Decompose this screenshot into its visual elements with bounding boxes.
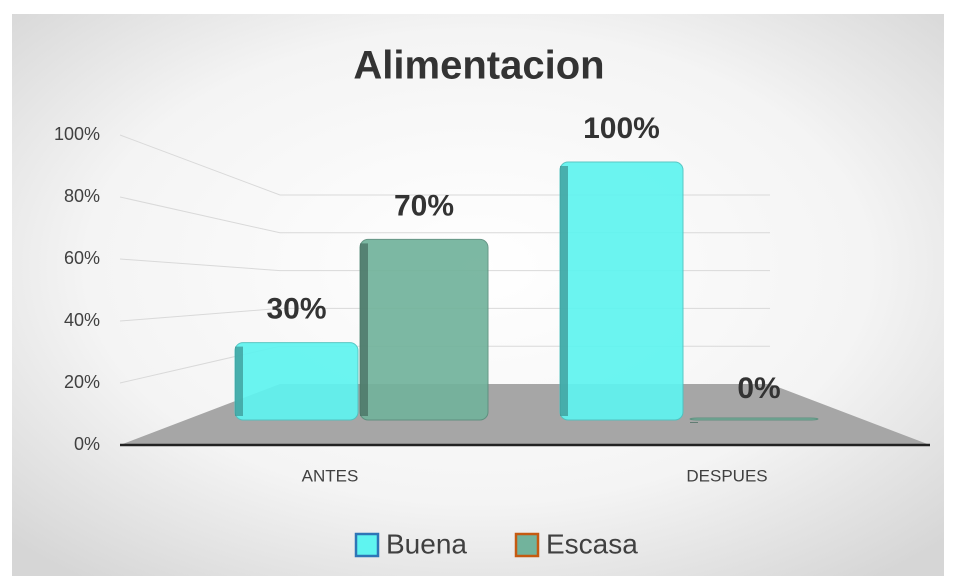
bar <box>559 161 684 421</box>
legend-swatch <box>514 532 540 558</box>
legend-swatch <box>354 532 380 558</box>
y-tick-label: 80% <box>64 186 100 206</box>
data-label: 70% <box>394 189 454 222</box>
bar-side <box>560 166 568 416</box>
y-tick-label: 40% <box>64 310 100 330</box>
data-label: 30% <box>266 293 326 326</box>
data-label: 0% <box>737 372 780 405</box>
legend-label: Buena <box>386 528 467 559</box>
bar-side <box>235 346 243 416</box>
chart-title: Alimentacion <box>353 44 604 88</box>
x-tick-label: DESPUES <box>686 466 767 485</box>
bar <box>689 417 819 421</box>
x-tick-label: ANTES <box>302 466 359 485</box>
y-tick-label: 20% <box>64 372 100 392</box>
legend-label: Escasa <box>546 528 638 559</box>
bar-side <box>360 243 368 416</box>
y-tick-label: 60% <box>64 248 100 268</box>
bar-side <box>690 422 698 423</box>
bar <box>359 238 489 421</box>
y-tick-label: 100% <box>54 124 100 144</box>
data-label: 100% <box>583 112 660 145</box>
bar <box>234 342 359 421</box>
y-tick-label: 0% <box>74 434 100 454</box>
